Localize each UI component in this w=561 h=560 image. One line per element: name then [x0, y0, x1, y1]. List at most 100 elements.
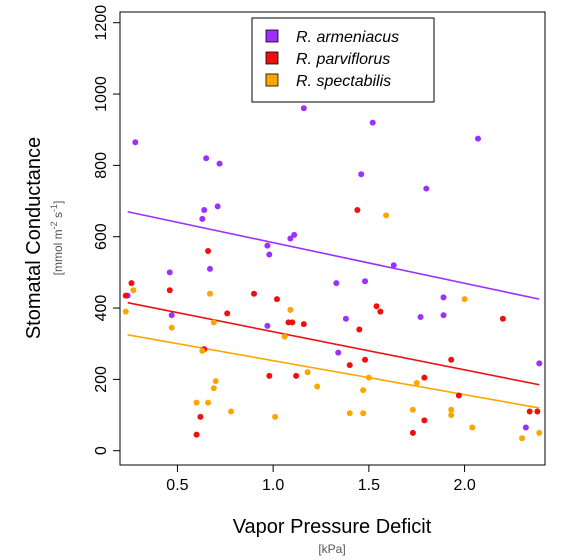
data-point: [304, 369, 311, 376]
x-tick-label: 1.5: [358, 477, 380, 494]
plot-frame: [119, 11, 546, 466]
legend-box: [251, 17, 435, 103]
data-point: [362, 278, 369, 285]
data-point: [287, 235, 294, 242]
data-point: [264, 322, 271, 329]
x-axis-title: Vapor Pressure Deficit: [233, 516, 432, 538]
data-point: [205, 399, 212, 406]
y-tick-label: 400: [93, 295, 110, 322]
data-point: [335, 349, 342, 356]
data-point: [333, 280, 340, 287]
y-tick-label: 1200: [93, 5, 110, 41]
y-tick-label: 1000: [93, 76, 110, 112]
data-point: [413, 379, 420, 386]
x-tick-label: 0.5: [166, 477, 188, 494]
data-point: [390, 262, 397, 269]
data-point: [362, 356, 369, 363]
data-point: [203, 155, 210, 162]
legend: R. armeniacus R. parviflorus R. spectabili…: [251, 17, 435, 103]
data-point: [266, 251, 273, 258]
data-point: [132, 139, 139, 146]
data-point: [300, 105, 307, 112]
data-point: [281, 333, 288, 340]
data-point: [440, 294, 447, 301]
data-point: [130, 287, 137, 294]
data-point: [122, 308, 129, 315]
data-point: [197, 413, 204, 420]
legend-label: R. parviflorus: [296, 51, 390, 68]
data-point: [448, 356, 455, 363]
data-point: [440, 312, 447, 319]
fit-line-1: [127, 301, 540, 386]
legend-swatch: [265, 29, 279, 43]
y-tick-label: 800: [93, 152, 110, 179]
data-point: [166, 269, 173, 276]
data-point: [342, 315, 349, 322]
data-point: [409, 429, 416, 436]
data-point: [193, 399, 200, 406]
data-point: [448, 406, 455, 413]
data-point: [228, 408, 235, 415]
data-point: [293, 372, 300, 379]
data-point: [360, 410, 367, 417]
data-point: [206, 265, 213, 272]
data-point: [206, 290, 213, 297]
y-tick-label: 600: [93, 223, 110, 250]
data-point: [273, 296, 280, 303]
data-point: [210, 385, 217, 392]
data-point: [448, 412, 455, 419]
x-tick-label: 2.0: [453, 477, 475, 494]
legend-swatch: [265, 73, 279, 87]
data-point: [168, 312, 175, 319]
data-point: [377, 308, 384, 315]
data-point: [199, 215, 206, 222]
data-point: [289, 319, 296, 326]
data-point: [519, 435, 526, 442]
data-point: [417, 313, 424, 320]
data-point: [216, 160, 223, 167]
data-point: [383, 212, 390, 219]
data-point: [199, 347, 206, 354]
data-point: [168, 324, 175, 331]
y-tick-label: 200: [93, 366, 110, 393]
x-axis: 0.5 1.0 1.5 2.0: [166, 465, 476, 494]
data-point: [455, 392, 462, 399]
data-point: [474, 135, 481, 142]
legend-items: R. armeniacus R. parviflorus R. spectabili…: [265, 29, 399, 90]
x-axis-unit: [kPa]: [318, 542, 345, 556]
data-point: [360, 387, 367, 394]
y-axis-unit: [mmol m-2 s-1]: [49, 201, 65, 276]
legend-swatch: [265, 51, 279, 65]
data-point: [300, 321, 307, 328]
data-points: [122, 105, 543, 442]
y-tick-label: 0: [93, 446, 110, 455]
data-point: [314, 383, 321, 390]
data-point: [356, 326, 363, 333]
y-axis: 0 200 400 600 800 1000 1200: [93, 5, 120, 455]
x-tick-label: 1.0: [262, 477, 284, 494]
data-point: [522, 424, 529, 431]
data-point: [534, 408, 541, 415]
data-point: [212, 378, 219, 385]
data-point: [128, 280, 135, 287]
data-point: [365, 374, 372, 381]
y-axis-title: Stomatal Conductance: [23, 137, 45, 339]
data-point: [201, 206, 208, 213]
data-point: [251, 290, 258, 297]
data-point: [166, 287, 173, 294]
data-point: [205, 247, 212, 254]
data-point: [210, 319, 217, 326]
data-point: [266, 372, 273, 379]
data-point: [536, 360, 543, 367]
data-point: [536, 429, 543, 436]
data-point: [193, 431, 200, 438]
data-point: [421, 374, 428, 381]
data-point: [409, 406, 416, 413]
data-point: [423, 185, 430, 192]
data-point: [373, 303, 380, 310]
legend-label: R. armeniacus: [296, 29, 399, 46]
data-point: [469, 424, 476, 431]
data-point: [526, 408, 533, 415]
data-point: [421, 417, 428, 424]
data-point: [272, 413, 279, 420]
